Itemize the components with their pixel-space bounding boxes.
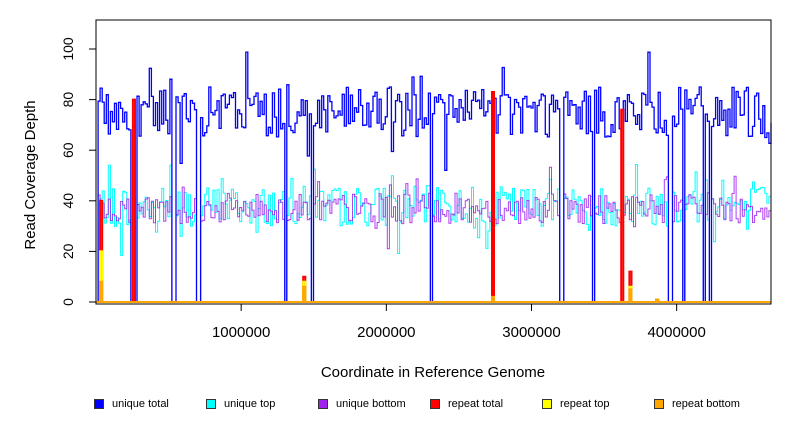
legend-item: repeat top (542, 398, 610, 410)
legend-label: unique top (224, 398, 276, 410)
legend-label: repeat bottom (672, 398, 740, 410)
legend-item: unique bottom (318, 398, 406, 410)
y-tick-label: 40 (60, 193, 76, 209)
x-tick-label: 3000000 (502, 324, 560, 341)
legend-label: unique bottom (336, 398, 406, 410)
x-tick-label: 1000000 (212, 324, 270, 341)
legend-swatch (318, 399, 328, 409)
series-repeat-total (96, 91, 771, 303)
legend-swatch (206, 399, 216, 409)
y-tick-label: 0 (60, 298, 76, 306)
y-tick-label: 100 (60, 37, 76, 61)
legend-label: unique total (112, 398, 169, 410)
y-tick-label: 80 (60, 92, 76, 108)
plot-frame (95, 19, 772, 305)
y-axis-label: Read Coverage Depth (22, 100, 39, 249)
y-tick-label: 20 (60, 243, 76, 259)
x-tick-label: 4000000 (647, 324, 705, 341)
x-axis-label: Coordinate in Reference Genome (321, 364, 545, 381)
legend-label: repeat top (560, 398, 610, 410)
x-axis: 1000000 2000000 3000000 4000000 (212, 303, 706, 341)
legend: unique total unique top unique bottom repea… (0, 398, 792, 420)
x-tick-label: 2000000 (357, 324, 415, 341)
legend-label: repeat total (448, 398, 504, 410)
y-axis: 0 20 40 60 80 100 (60, 37, 97, 306)
legend-swatch (430, 399, 440, 409)
y-tick-label: 60 (60, 142, 76, 158)
legend-swatch (542, 399, 552, 409)
series-unique-top (96, 164, 772, 303)
legend-swatch (94, 399, 104, 409)
legend-swatch (654, 399, 664, 409)
series-layer (96, 51, 772, 303)
legend-item: unique top (206, 398, 275, 410)
series-repeat-top (96, 250, 771, 303)
legend-item: repeat total (430, 398, 503, 410)
series-unique-bottom (96, 166, 772, 303)
legend-item: unique total (94, 398, 169, 410)
series-unique-total (96, 51, 772, 303)
legend-item: repeat bottom (654, 398, 740, 410)
series-repeat-bottom (96, 280, 771, 303)
